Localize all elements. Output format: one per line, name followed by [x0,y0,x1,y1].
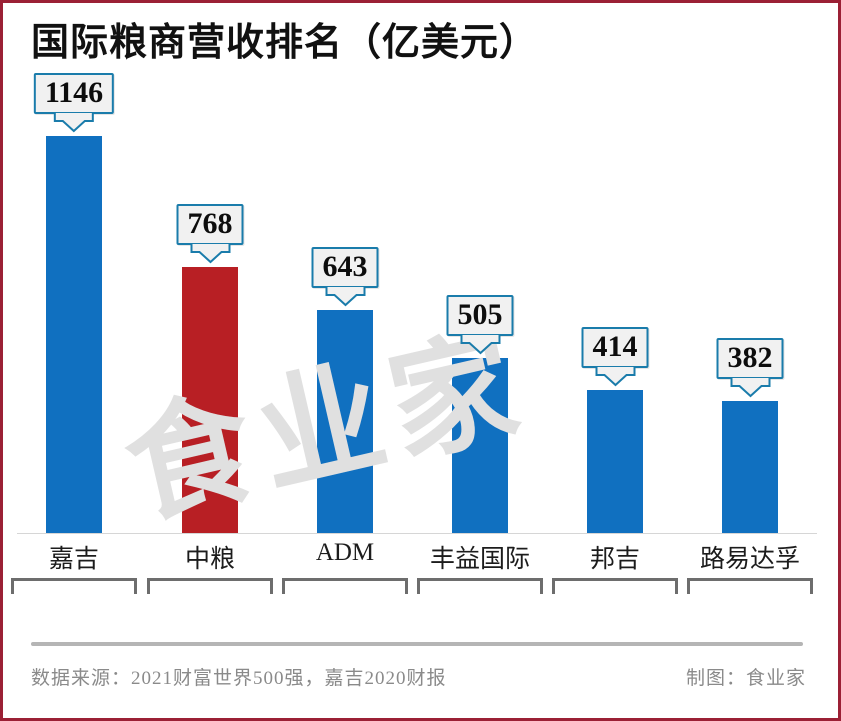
category-bracket-中粮 [147,578,273,594]
value-label: 1146 [33,73,115,114]
chart-title: 国际粮商营收排名（亿美元） [31,22,539,64]
bar-中粮 [182,267,238,533]
bar-邦吉 [587,390,643,533]
category-bracket-邦吉 [552,578,678,594]
value-callout-丰益国际: 505 [446,295,514,356]
value-label: 643 [311,247,379,288]
bar-路易达孚 [722,401,778,533]
value-label: 505 [446,295,514,336]
footer-divider [31,642,803,646]
category-label-路易达孚: 路易达孚 [699,546,801,573]
callout-arrow-icon [457,334,503,356]
category-label-中粮: 中粮 [184,546,236,573]
plot-area: 1146 768 643 505 414 382 嘉吉 中粮 ADM 丰益国际 邦吉 路易达孚 [3,3,838,643]
category-label-丰益国际: 丰益国际 [429,546,531,573]
footer-credit: 制图：食业家 [685,668,806,689]
value-callout-邦吉: 414 [581,327,649,388]
value-callout-嘉吉: 1146 [33,73,115,134]
value-label: 768 [176,204,244,245]
bar-嘉吉 [46,136,102,533]
x-axis-baseline [17,533,817,534]
callout-arrow-icon [727,377,773,399]
value-callout-中粮: 768 [176,204,244,265]
category-label-嘉吉: 嘉吉 [48,546,100,573]
category-label-邦吉: 邦吉 [589,546,641,573]
footer: 数据来源：2021财富世界500强，嘉吉2020财报 制图：食业家 [31,663,806,690]
bar-ADM [317,310,373,533]
callout-arrow-icon [592,366,638,388]
bar-丰益国际 [452,358,508,533]
category-bracket-ADM [282,578,408,594]
category-bracket-丰益国际 [417,578,543,594]
callout-arrow-icon [187,243,233,265]
value-label: 414 [581,327,649,368]
callout-arrow-icon [51,112,97,134]
category-bracket-路易达孚 [687,578,813,594]
category-label-ADM: ADM [315,539,375,566]
value-callout-ADM: 643 [311,247,379,308]
footer-source: 数据来源：2021财富世界500强，嘉吉2020财报 [31,668,447,689]
value-label: 382 [716,338,784,379]
callout-arrow-icon [322,286,368,308]
category-bracket-嘉吉 [11,578,137,594]
value-callout-路易达孚: 382 [716,338,784,399]
